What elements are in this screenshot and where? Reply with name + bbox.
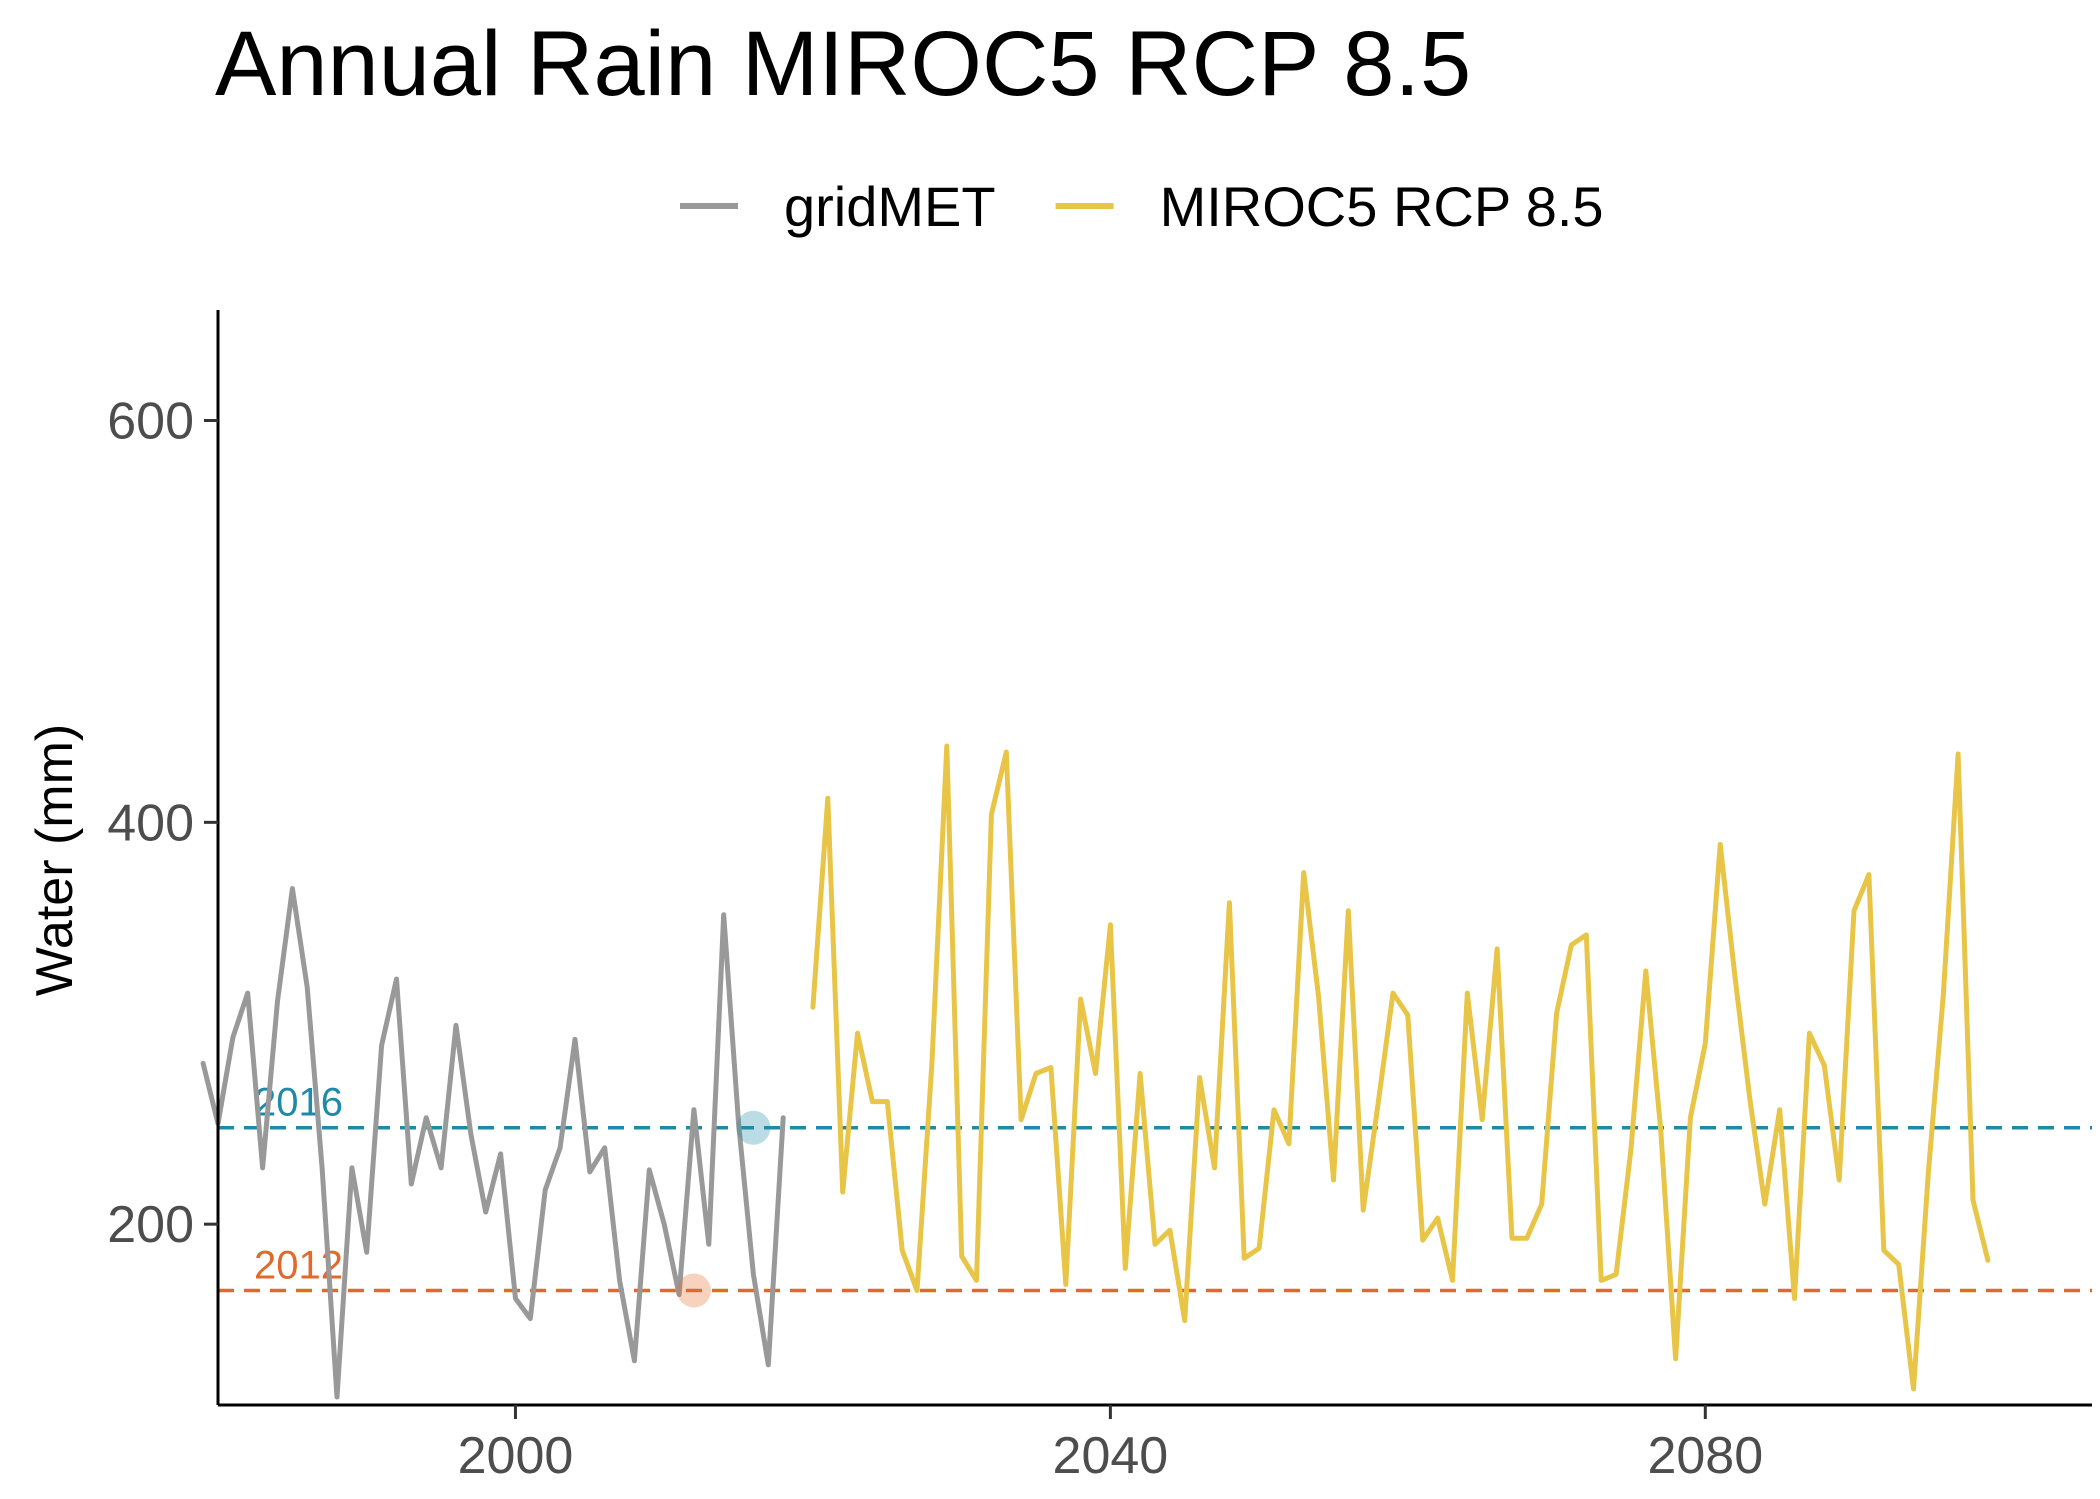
x-tick-label: 2000	[458, 1427, 574, 1485]
highlight-point-2012	[676, 1273, 711, 1308]
axes	[216, 310, 2092, 1407]
y-axis-title: Water (mm)	[26, 724, 84, 996]
x-tick-label: 2040	[1053, 1427, 1169, 1485]
y-tick-label: 200	[107, 1196, 194, 1254]
highlight-points	[676, 1110, 771, 1308]
highlight-point-2016	[736, 1110, 771, 1145]
series-line-miroc5-rcp-8-5	[810, 743, 1991, 1392]
y-tick-label: 400	[107, 794, 194, 852]
series-lines	[200, 743, 1991, 1400]
legend: gridMET MIROC5 RCP 8.5	[680, 175, 1604, 238]
legend-label-gridmet: gridMET	[784, 175, 996, 238]
chart-title: Annual Rain MIROC5 RCP 8.5	[215, 13, 1471, 115]
legend-label-miroc5-rcp-8-5: MIROC5 RCP 8.5	[1160, 175, 1604, 238]
x-ticks: 2000 2040 2080	[458, 1405, 1763, 1485]
series-line-gridmet	[200, 886, 786, 1400]
y-tick-label: 600	[107, 393, 194, 451]
x-tick-label: 2080	[1647, 1427, 1763, 1485]
y-ticks: 200 400 600	[107, 393, 218, 1254]
